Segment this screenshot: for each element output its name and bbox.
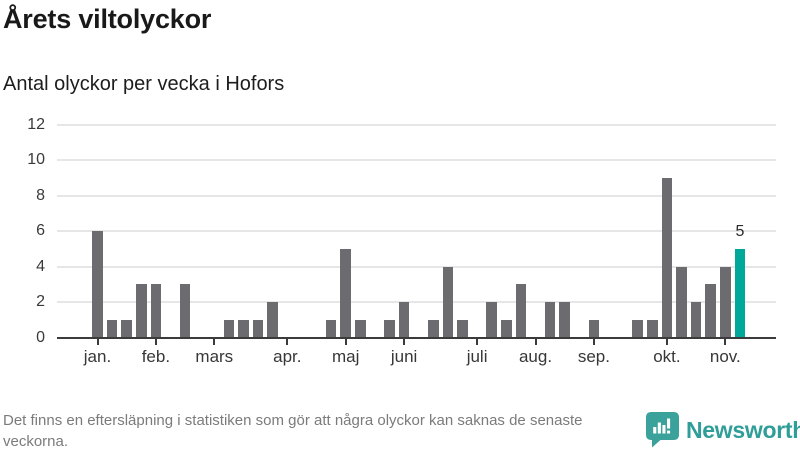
bar-week-43 <box>705 284 717 338</box>
x-axis-label-aug: aug. <box>518 347 553 366</box>
x-axis-label-juni: juni <box>390 347 418 366</box>
y-axis-label-12: 12 <box>27 115 45 133</box>
bar-week-13 <box>267 302 279 338</box>
gridline-y-2 <box>57 301 776 303</box>
bar-week-29 <box>500 319 512 338</box>
y-axis-label-10: 10 <box>27 151 45 168</box>
y-axis-label-2: 2 <box>36 293 45 310</box>
newsworthy-logo: Newsworthy <box>646 412 800 448</box>
x-tick-jan <box>96 338 99 345</box>
bar-week-33 <box>559 302 571 338</box>
x-axis-label-jan: jan. <box>83 347 112 366</box>
y-axis-label-0: 0 <box>36 328 45 346</box>
x-axis-label-okt: okt. <box>653 347 681 366</box>
bar-week-19 <box>354 319 366 338</box>
x-tick-okt <box>665 338 668 345</box>
y-axis-label-6: 6 <box>36 222 45 239</box>
bar-week-7 <box>179 284 191 338</box>
gridline-y-4 <box>57 265 776 268</box>
gridline-y-12 <box>57 123 776 126</box>
x-axis-line <box>57 336 776 339</box>
x-axis-label-apr: apr. <box>273 347 302 366</box>
bar-week-12 <box>252 319 264 338</box>
x-tick-aug <box>534 338 537 345</box>
x-tick-juli <box>476 338 479 345</box>
bar-week-38 <box>632 319 644 338</box>
x-axis-label-sep: sep. <box>577 347 610 366</box>
bar-week-17 <box>325 319 337 338</box>
bar-week-32 <box>544 302 556 338</box>
gridline-y-10 <box>57 159 776 161</box>
bar-week-3 <box>121 319 133 338</box>
bar-week-11 <box>238 319 249 338</box>
chart-subtitle: Antal olyckor per vecka i Hofors <box>3 73 285 95</box>
bar-week-44 <box>719 266 731 338</box>
bar-week-41 <box>676 266 687 338</box>
bar-week-35 <box>588 319 600 338</box>
bar-week-5 <box>150 284 162 338</box>
x-tick-juni <box>403 338 406 345</box>
x-axis-label-maj: maj <box>331 347 360 366</box>
x-axis-label-mars: mars <box>195 347 234 366</box>
bar-week-30 <box>515 284 527 338</box>
x-tick-feb <box>154 338 157 345</box>
x-axis-label-feb: feb. <box>141 347 171 366</box>
bar-week-4 <box>135 284 147 338</box>
x-axis-label-nov: nov. <box>709 347 741 366</box>
bar-week-2 <box>106 319 118 338</box>
bar-week-40 <box>661 177 673 338</box>
x-tick-sep <box>592 338 595 345</box>
bar-week-26 <box>457 319 468 338</box>
chart-title: Årets viltolyckor <box>3 4 212 34</box>
gridline-y-8 <box>57 194 776 197</box>
bar-week-22 <box>398 302 410 338</box>
bar-week-39 <box>646 319 658 338</box>
x-tick-apr <box>286 338 289 345</box>
bar-week-28 <box>486 302 498 338</box>
bar-week-42 <box>690 302 702 338</box>
bar-week-25 <box>442 266 454 338</box>
bar-week-18 <box>340 248 352 338</box>
x-axis-label-juli: juli <box>466 347 488 366</box>
highlight-bar-week-45 <box>734 248 746 338</box>
x-tick-nov <box>724 338 727 345</box>
bar-week-10 <box>223 319 235 338</box>
bar-chart: 0 2 4 6 8 10 12 jan. feb. mars apr. maj juni juli aug.… <box>27 115 776 366</box>
footnote: Det finns en eftersläpning i statistiken… <box>3 412 583 450</box>
highlight-value-label: 5 <box>735 222 745 240</box>
x-tick-maj <box>344 338 347 345</box>
y-axis-label-8: 8 <box>36 186 45 204</box>
newsworthy-speech-bubble-chart-icon <box>646 412 679 448</box>
bar-week-24 <box>427 319 439 338</box>
x-tick-mars <box>213 338 216 345</box>
gridline-y-6 <box>57 230 776 232</box>
bar-week-1 <box>92 231 103 338</box>
y-axis-label-4: 4 <box>36 257 45 275</box>
newsworthy-wordmark: Newsworthy <box>686 416 800 443</box>
bar-week-21 <box>384 319 395 338</box>
